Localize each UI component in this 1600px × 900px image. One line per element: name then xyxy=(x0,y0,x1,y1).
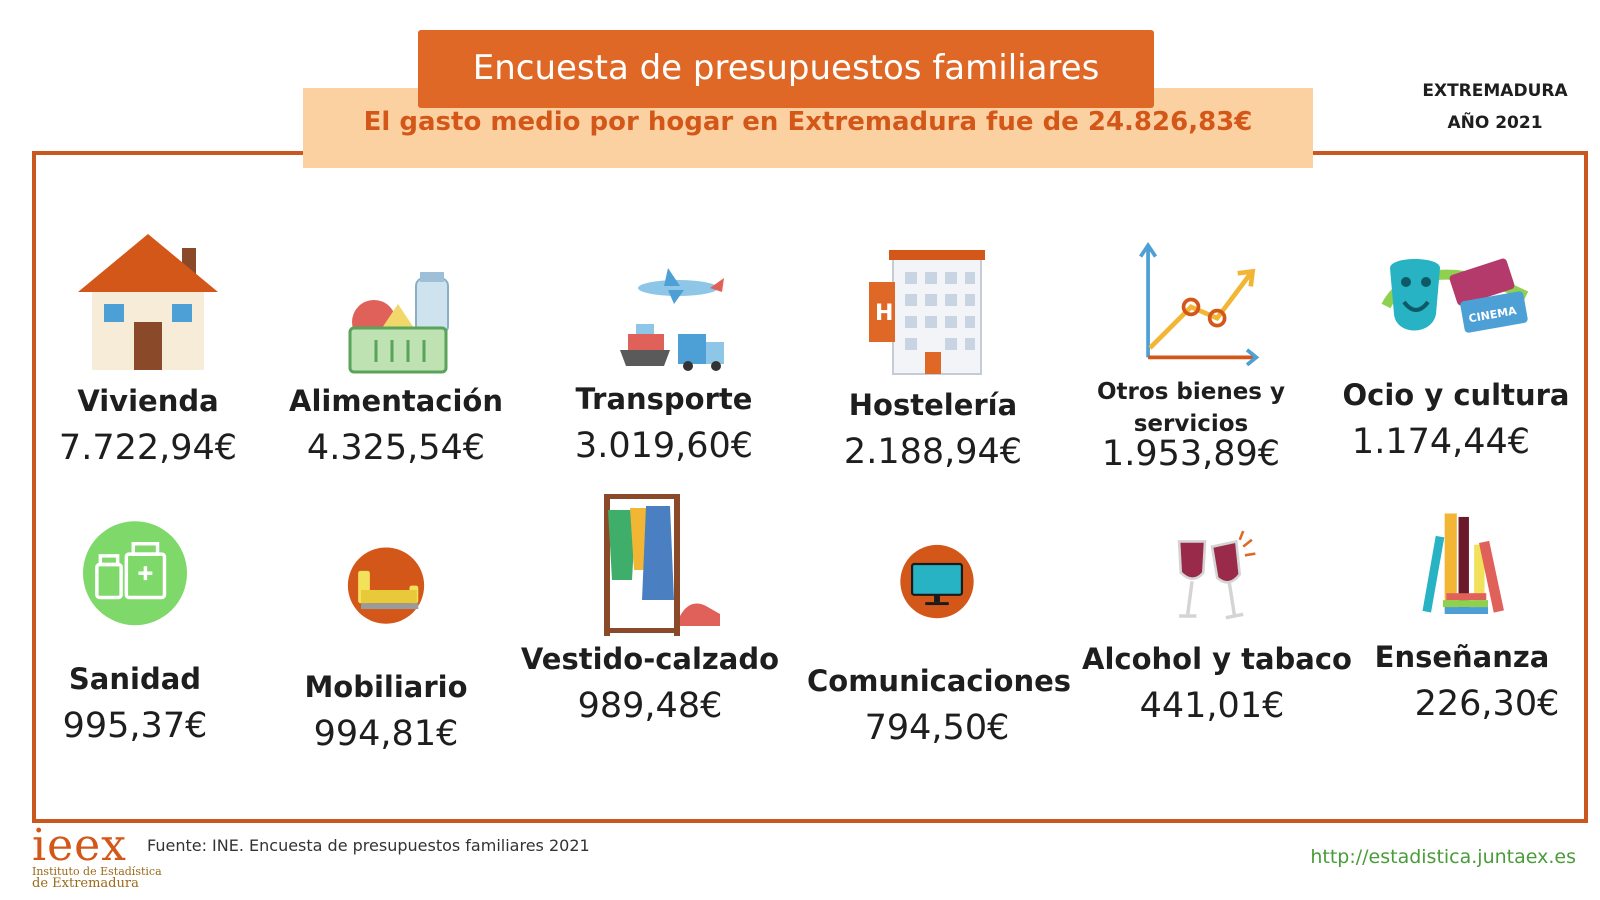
category-vestido-calzado: Vestido-calzado 989,48€ xyxy=(520,490,780,726)
house-icon xyxy=(78,234,218,370)
page-title: Encuesta de presupuestos familiares xyxy=(472,48,1100,88)
category-transporte: Transporte 3.019,60€ xyxy=(534,230,794,466)
category-label: Vivienda xyxy=(77,384,219,418)
category-value: 994,81€ xyxy=(313,714,459,754)
category-value: 4.325,54€ xyxy=(306,428,486,468)
food-basket-icon xyxy=(348,272,449,374)
category-label: Ocio y cultura xyxy=(1342,378,1570,412)
category-value: 1.174,44€ xyxy=(1351,422,1531,462)
category-label: Otros bienes y servicios xyxy=(1097,379,1285,437)
category-alcohol-tabaco: Alcohol y tabaco 441,01€ xyxy=(1082,512,1352,726)
category-vivienda: Vivienda 7.722,94€ xyxy=(18,232,278,468)
category-hosteleria: H Hostelería 2.188,94€ xyxy=(803,236,1063,472)
category-label: Alimentación xyxy=(289,384,503,418)
svg-text:H: H xyxy=(875,301,893,326)
category-ensenanza: Enseñanza 226,30€ xyxy=(1332,510,1592,724)
logo-line2: de Extremadura xyxy=(32,876,139,891)
clothes-rack-icon xyxy=(604,494,720,636)
category-label: Vestido-calzado xyxy=(520,642,780,676)
monitor-icon xyxy=(900,544,974,619)
source-note: Fuente: INE. Encuesta de presupuestos fa… xyxy=(147,836,590,855)
title-box xyxy=(418,30,1154,108)
logo-line1: Instituto de Estadística xyxy=(32,865,162,878)
category-value: 2.188,94€ xyxy=(843,432,1023,472)
books-icon xyxy=(1422,513,1504,614)
category-label: Mobiliario xyxy=(304,670,468,704)
medicine-icon xyxy=(83,521,187,626)
category-value: 3.019,60€ xyxy=(574,426,754,466)
region-year: EXTREMADURA AÑO 2021 xyxy=(1405,75,1585,139)
category-label: Comunicaciones xyxy=(807,664,1072,698)
category-value: 441,01€ xyxy=(1139,686,1285,726)
growth-chart-icon xyxy=(1139,241,1260,367)
hotel-icon: H xyxy=(869,250,985,375)
category-label: Alcohol y tabaco xyxy=(1082,642,1352,676)
category-value: 989,48€ xyxy=(577,686,723,726)
category-ocio-cultura: CINEMA Ocio y cultura 1.174,44€ xyxy=(1326,226,1586,462)
category-value: 995,37€ xyxy=(62,706,208,746)
logo-mark: ieex xyxy=(32,820,127,871)
category-sanidad: Sanidad 995,37€ xyxy=(5,516,265,746)
theatre-cinema-icon: CINEMA xyxy=(1381,258,1529,333)
category-value: 226,30€ xyxy=(1414,684,1560,724)
category-value: 794,50€ xyxy=(864,708,1010,748)
website-link[interactable]: http://estadistica.juntaex.es xyxy=(1310,846,1576,868)
year-label: AÑO 2021 xyxy=(1447,113,1543,133)
subtitle: El gasto medio por hogar en Extremadura … xyxy=(363,107,1253,137)
category-label: Enseñanza xyxy=(1374,640,1550,674)
category-comunicaciones: Comunicaciones 794,50€ xyxy=(807,542,1072,748)
sofa-icon xyxy=(347,547,425,624)
category-value: 1.953,89€ xyxy=(1101,434,1281,474)
transport-icon xyxy=(620,268,724,371)
region-label: EXTREMADURA xyxy=(1422,81,1568,101)
category-otros-bienes: Otros bienes y servicios 1.953,89€ xyxy=(1061,236,1321,474)
category-label: Hostelería xyxy=(848,388,1018,422)
ieex-logo: ieex Instituto de Estadística de Extrema… xyxy=(32,820,162,891)
wine-glasses-icon xyxy=(1177,530,1256,620)
category-alimentacion: Alimentación 4.325,54€ xyxy=(266,232,526,468)
category-label: Sanidad xyxy=(68,662,202,696)
category-label: Transporte xyxy=(575,382,753,416)
category-value: 7.722,94€ xyxy=(58,428,238,468)
category-mobiliario: Mobiliario 994,81€ xyxy=(256,546,516,754)
